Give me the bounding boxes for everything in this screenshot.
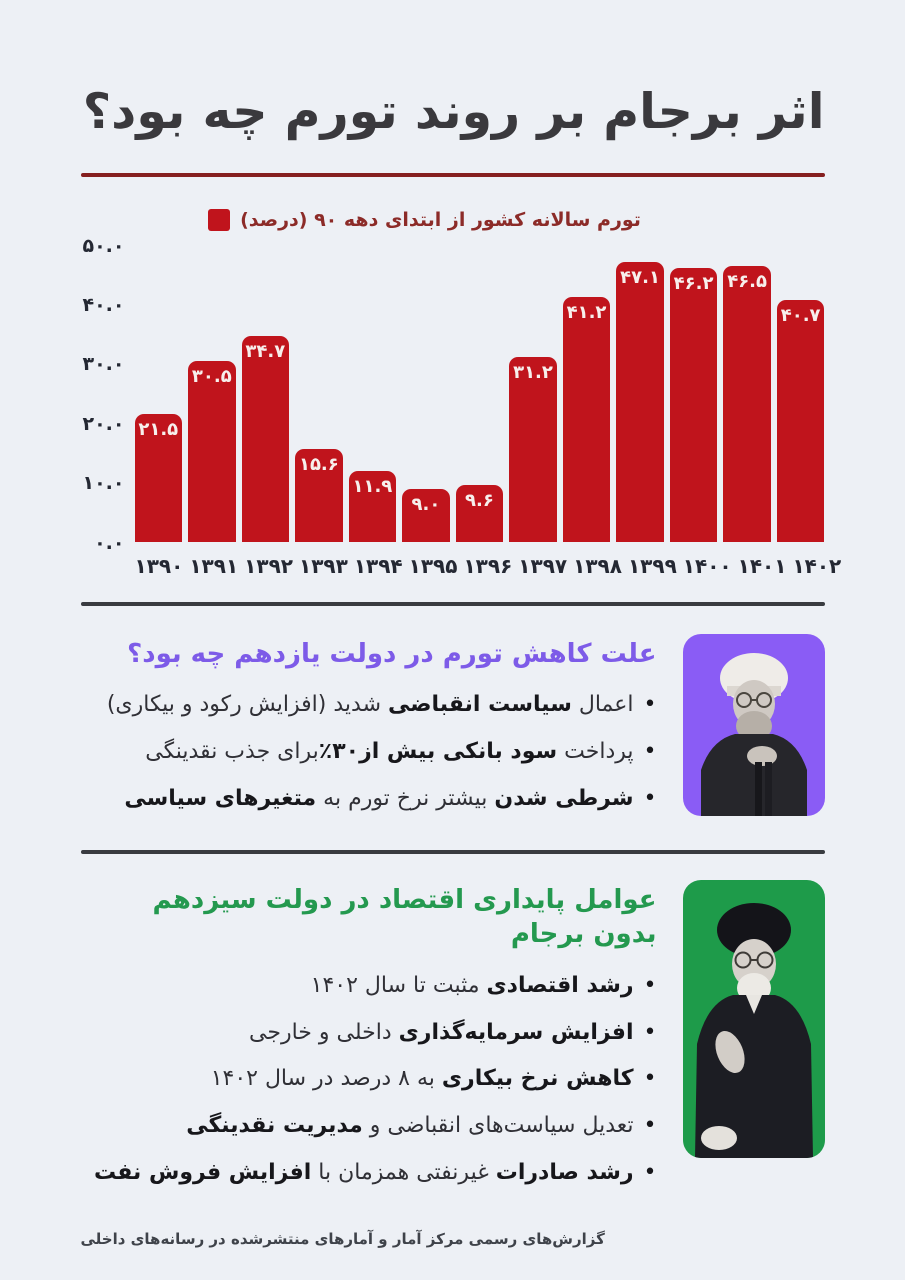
bar-category-label: ۱۳۹۷: [518, 553, 568, 578]
y-tick-label: ۵۰.۰: [82, 234, 125, 257]
bar-value-label: ۱۵.۶: [298, 453, 339, 475]
page-title: اثر برجام بر روند تورم چه بود؟: [82, 83, 826, 140]
bullet-dot-icon: •: [643, 1066, 657, 1092]
bullet-dot-icon: •: [643, 1113, 657, 1139]
bar-value-label: ۹.۶: [465, 489, 494, 511]
bullet-dot-icon: •: [643, 1160, 657, 1186]
bullet-item: • شرطی شدن بیشتر نرخ تورم به متغیرهای سیا…: [81, 783, 657, 815]
bar-value-label: ۹.۰: [411, 493, 441, 515]
bullet-text: اعمال سیاست انقباضی شدید (افزایش رکود و …: [106, 692, 634, 718]
bar-category-label: ۱۳۹۰: [134, 553, 184, 578]
bullet-dot-icon: •: [643, 786, 657, 812]
bullet-dot-icon: •: [643, 739, 657, 765]
bar: ۴۱.۲: [562, 296, 611, 542]
bullet-item: • تعدیل سیاست‌های انقباضی و مدیریت نقدینگ…: [81, 1110, 657, 1142]
bar: ۹.۰: [402, 488, 450, 542]
bar-value-label: ۴۰.۷: [780, 304, 821, 326]
bullet-text: افزایش سرمایه‌گذاری داخلی و خارجی: [249, 1019, 634, 1045]
bullet-item: • پرداخت سود بانکی بیش از۳۰٪برای جذب نقدی…: [81, 736, 657, 768]
bar-category-label: ۱۳۹۹: [627, 553, 677, 578]
bar: ۴۶.۲: [669, 267, 718, 542]
bar-value-label: ۴۶.۵: [727, 270, 767, 292]
bar-category-label: ۱۳۹۸: [573, 553, 622, 578]
chart-legend: تورم سالانه کشور از ابتدای دهه ۹۰ (درصد): [53, 208, 797, 231]
bullet-dot-icon: •: [643, 1019, 657, 1045]
chart-y-axis: ۵۰.۰ ۴۰.۰ ۳۰.۰ ۲۰.۰ ۱۰.۰ ۰.۰: [81, 235, 127, 578]
bar: ۱۱.۹: [348, 470, 397, 542]
y-tick-label: ۳۰.۰: [82, 353, 125, 376]
y-tick-label: ۰.۰: [94, 531, 125, 554]
bullet-dot-icon: •: [643, 972, 657, 998]
bar: ۳۰.۵: [188, 360, 236, 542]
section-divider-top: [80, 601, 825, 606]
bar: ۹.۶: [455, 484, 504, 542]
bar-value-label: ۳۴.۷: [245, 340, 286, 362]
bar-category-label: ۱۳۹۲: [244, 553, 293, 578]
y-tick-label: ۱۰.۰: [82, 472, 125, 495]
bar-category-label: ۱۴۰۰: [682, 553, 732, 578]
title-underline: [80, 172, 825, 177]
bar-value-label: ۴۱.۲: [566, 301, 607, 323]
bullet-text: رشد صادرات غیرنفتی همزمان با افزایش فروش…: [93, 1160, 634, 1186]
bar: ۱۵.۶: [295, 448, 343, 542]
bullet-text: رشد اقتصادی مثبت تا سال ۱۴۰۲: [310, 972, 634, 998]
y-tick-label: ۲۰.۰: [82, 412, 125, 435]
bullet-list: • رشد اقتصادی مثبت تا سال ۱۴۰۲ • افزایش سرم…: [81, 970, 657, 1189]
raisi-portrait-illustration: [694, 903, 813, 1159]
section-divider-middle: [80, 850, 825, 855]
bullet-item: • رشد صادرات غیرنفتی همزمان با افزایش فرو…: [81, 1157, 657, 1189]
bullet-item: • افزایش سرمایه‌گذاری داخلی و خارجی: [81, 1017, 657, 1049]
bar-category-label: ۱۴۰۱: [737, 553, 787, 578]
y-tick-label: ۴۰.۰: [82, 294, 125, 316]
bullet-item: • رشد اقتصادی مثبت تا سال ۱۴۰۲: [81, 970, 657, 1002]
bar-category-label: ۱۳۹۴: [353, 553, 403, 578]
bullet-text: پرداخت سود بانکی بیش از۳۰٪برای جذب نقدین…: [145, 739, 634, 765]
section-heading: علت کاهش تورم در دولت یازدهم چه بود؟: [127, 638, 657, 669]
inflation-bar-chart: ۵۰.۰ ۴۰.۰ ۳۰.۰ ۲۰.۰ ۱۰.۰ ۰.۰ ۲۱.۵ ۳۰.۵ ۳۴.۷ ۱۵.۶…: [81, 235, 842, 578]
bullet-text: کاهش نرخ بیکاری به ۸ درصد در سال ۱۴۰۲: [210, 1066, 634, 1092]
bar: ۲۱.۵: [134, 413, 183, 542]
bar-category-label: ۱۳۹۵: [408, 553, 458, 578]
bar-value-label: ۴۷.۱: [620, 266, 660, 288]
source-note: گزارش‌های رسمی مرکز آمار و آمارهای منتشر…: [80, 1230, 605, 1249]
bar: ۴۶.۵: [723, 265, 771, 542]
bar-value-label: ۳۰.۵: [191, 365, 232, 387]
raisi-photo: [682, 880, 825, 1159]
bar: ۴۰.۷: [776, 299, 825, 542]
rouhani-portrait-illustration: [700, 652, 807, 816]
section-text-column: عوامل پایداری اقتصاد در دولت سیزدهم بدون…: [81, 880, 657, 1204]
legend-label: تورم سالانه کشور از ابتدای دهه ۹۰ (درصد): [240, 208, 641, 231]
bullet-text: شرطی شدن بیشتر نرخ تورم به متغیرهای سیاس…: [124, 786, 634, 812]
bullet-text: تعدیل سیاست‌های انقباضی و مدیریت نقدینگی: [186, 1113, 634, 1139]
section-eleventh-government: علت کاهش تورم در دولت یازدهم چه بود؟ • اع…: [81, 633, 825, 830]
section-thirteenth-government: عوامل پایداری اقتصاد در دولت سیزدهم بدون…: [81, 880, 825, 1204]
bar-value-label: ۱۱.۹: [352, 475, 393, 497]
bar-value-label: ۳۱.۲: [513, 361, 553, 383]
bar: ۳۴.۷: [241, 335, 290, 542]
bar-category-label: ۱۴۰۲: [792, 553, 842, 578]
bar: ۴۷.۱: [616, 261, 664, 542]
bar-value-label: ۴۶.۲: [673, 272, 714, 294]
bullet-dot-icon: •: [643, 692, 657, 718]
bar: ۳۱.۲: [509, 356, 557, 542]
rouhani-photo: [682, 633, 825, 816]
infographic-page: اثر برجام بر روند تورم چه بود؟ تورم سالا…: [80, 0, 842, 1249]
bar-category-label: ۱۳۹۳: [298, 553, 348, 578]
bar-category-label: ۱۳۹۶: [463, 553, 513, 578]
chart-x-axis: ۱۳۹۰ ۱۳۹۱ ۱۳۹۲ ۱۳۹۳ ۱۳۹۴ ۱۳۹۵ ۱۳۹۶ ۱۳۹۷ ۱۳۹۸ ۱۳۹۹…: [134, 548, 842, 578]
legend-color-swatch: [208, 208, 231, 231]
bar-value-label: ۲۱.۵: [138, 418, 179, 440]
chart-bars: ۲۱.۵ ۳۰.۵ ۳۴.۷ ۱۵.۶ ۱۱.۹ ۹.۰ ۹.۶ ۳۱.۲ ۴۱.۲ ۴۷.۱ ۴۶…: [134, 245, 825, 542]
bullet-list: • اعمال سیاست انقباضی شدید (افزایش رکود و…: [81, 689, 657, 815]
bullet-item: • کاهش نرخ بیکاری به ۸ درصد در سال ۱۴۰۲: [81, 1063, 657, 1095]
section-heading: عوامل پایداری اقتصاد در دولت سیزدهم بدون…: [152, 885, 657, 949]
section-text-column: علت کاهش تورم در دولت یازدهم چه بود؟ • اع…: [81, 634, 657, 830]
bar-category-label: ۱۳۹۱: [189, 553, 239, 578]
bullet-item: • اعمال سیاست انقباضی شدید (افزایش رکود و…: [81, 689, 657, 721]
